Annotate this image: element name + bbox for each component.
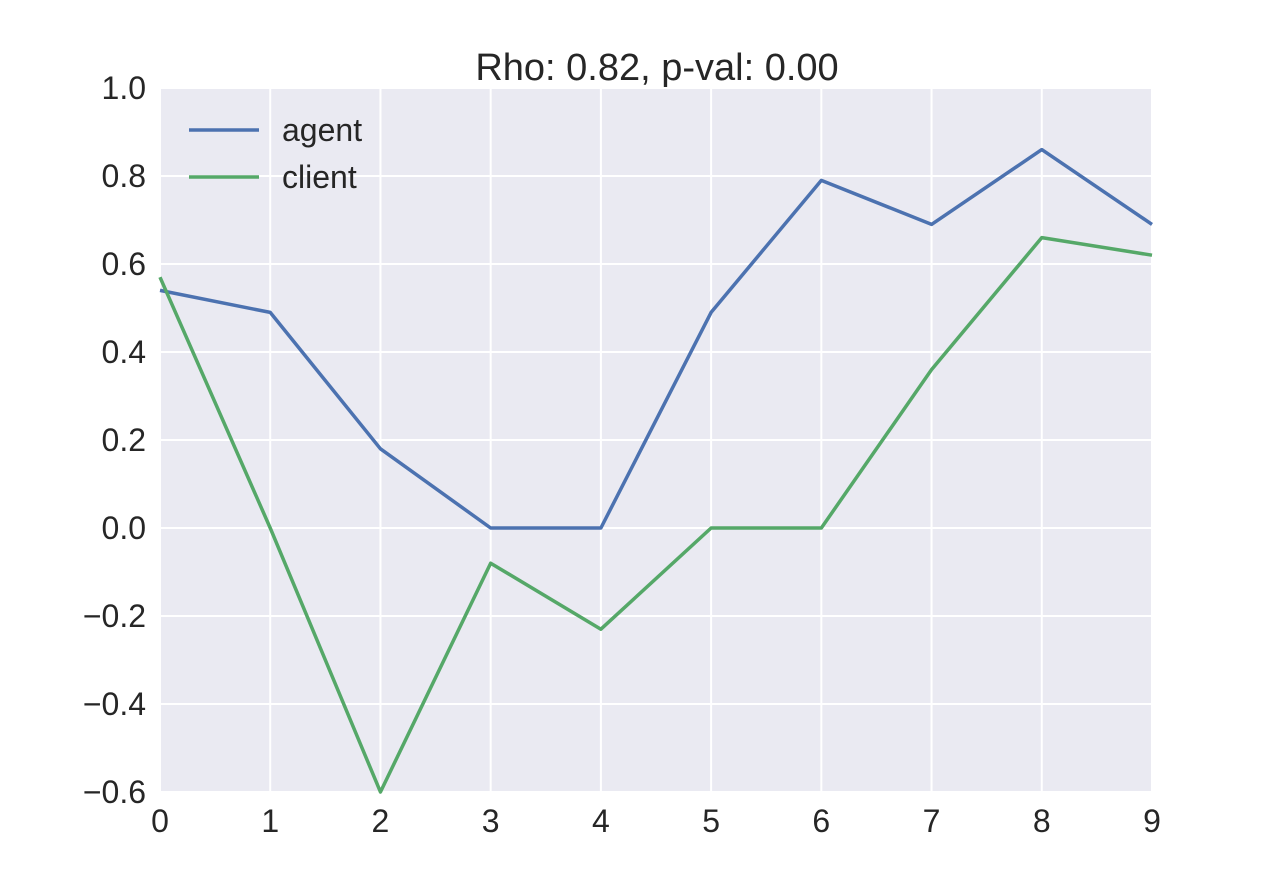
y-tick-label: 0.8	[102, 158, 146, 194]
legend: agent client	[189, 112, 362, 195]
y-tick-label: 0.4	[102, 334, 146, 370]
y-tick-label: −0.4	[83, 686, 146, 722]
x-tick-label: 9	[1143, 803, 1161, 839]
series-lines	[158, 147, 1153, 794]
x-tick-label: 2	[372, 803, 390, 839]
x-tick-label: 1	[261, 803, 279, 839]
series-line-agent	[159, 147, 1153, 530]
y-tick-label: −0.6	[83, 774, 146, 810]
legend-label-agent: agent	[282, 112, 362, 148]
y-tick-label: 0.6	[102, 246, 146, 282]
x-tick-label: 8	[1033, 803, 1051, 839]
x-tick-label: 4	[592, 803, 610, 839]
y-tick-label: 1.0	[102, 70, 146, 106]
y-tick-label: 0.2	[102, 422, 146, 458]
y-tick-label: −0.2	[83, 598, 146, 634]
axis-tick-labels: 0 1 2 3 4 5 6 7 8 9 −0.6 −0.4 −0.2 0.0 0.2 0.4 0.6 0.8 1.0	[83, 70, 1161, 839]
series-line-client	[158, 235, 1153, 794]
y-tick-label: 0.0	[102, 510, 146, 546]
legend-label-client: client	[282, 159, 357, 195]
x-tick-label: 3	[482, 803, 500, 839]
chart-title: Rho: 0.82, p-val: 0.00	[475, 47, 838, 89]
x-tick-label: 0	[151, 803, 169, 839]
grid-lines	[159, 87, 1153, 793]
x-tick-label: 6	[812, 803, 830, 839]
x-tick-label: 5	[702, 803, 720, 839]
x-tick-label: 7	[923, 803, 941, 839]
